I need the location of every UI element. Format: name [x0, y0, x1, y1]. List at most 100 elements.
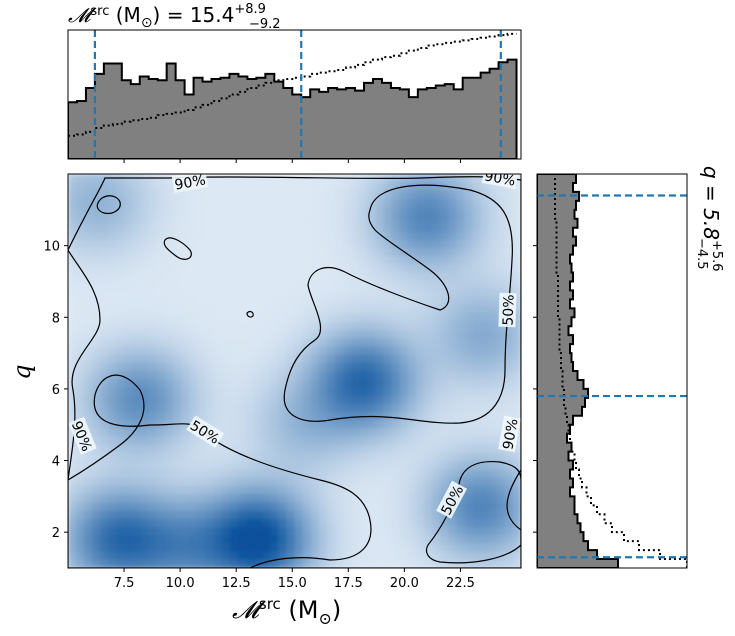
- heatmap-cell: [383, 559, 393, 568]
- heatmap-cell: [262, 206, 271, 216]
- heatmap-cell: [334, 321, 344, 331]
- heatmap-cell: [440, 461, 449, 471]
- heatmap-cell: [189, 215, 199, 224]
- heatmap-cell: [213, 321, 223, 331]
- heatmap-cell: [399, 321, 409, 331]
- heatmap-cell: [391, 239, 401, 249]
- heatmap-cell: [229, 198, 239, 208]
- heatmap-cell: [432, 461, 441, 471]
- heatmap-cell: [116, 288, 126, 298]
- heatmap-cell: [367, 436, 376, 446]
- heatmap-cell: [270, 395, 279, 405]
- heatmap-cell: [383, 387, 393, 397]
- heatmap-cell: [92, 469, 101, 479]
- heatmap-cell: [326, 231, 336, 241]
- heatmap-cell: [351, 321, 360, 331]
- heatmap-cell: [237, 412, 247, 421]
- heatmap-cell: [254, 477, 263, 487]
- heatmap-cell: [92, 494, 101, 503]
- heatmap-cell: [391, 461, 401, 471]
- heatmap-cell: [221, 535, 231, 544]
- heatmap-cell: [165, 354, 174, 364]
- heatmap-cell: [512, 297, 521, 306]
- heatmap-cell: [488, 231, 498, 241]
- heatmap-cell: [391, 420, 401, 430]
- heatmap-cell: [464, 247, 474, 257]
- heatmap-cell: [245, 485, 255, 495]
- heatmap-cell: [343, 502, 352, 512]
- heatmap-cell: [351, 526, 360, 536]
- heatmap-cell: [480, 272, 490, 282]
- heatmap-cell: [197, 535, 207, 544]
- heatmap-cell: [100, 354, 110, 364]
- x-label-sun: ⊙: [319, 609, 332, 628]
- heatmap-cell: [399, 264, 409, 274]
- heatmap-cell: [294, 436, 304, 446]
- heatmap-cell: [278, 395, 288, 405]
- heatmap-cell: [334, 280, 344, 290]
- heatmap-cell: [92, 288, 101, 298]
- heatmap-cell: [512, 510, 521, 520]
- heatmap-cell: [472, 215, 482, 224]
- heatmap-cell: [456, 461, 465, 471]
- heatmap-cell: [213, 256, 223, 265]
- heatmap-cell: [310, 354, 320, 364]
- heatmap-cell: [92, 321, 101, 331]
- heatmap-cell: [359, 518, 368, 528]
- heatmap-cell: [148, 215, 158, 224]
- heatmap-cell: [254, 362, 263, 372]
- heatmap-cell: [205, 403, 215, 413]
- heatmap-cell: [213, 510, 223, 520]
- heatmap-cell: [496, 346, 506, 356]
- heatmap-cell: [262, 395, 271, 405]
- heatmap-cell: [278, 453, 288, 462]
- heatmap-cell: [334, 453, 344, 462]
- heatmap-cell: [262, 215, 271, 224]
- heatmap-cell: [116, 403, 126, 413]
- heatmap-cell: [448, 329, 457, 339]
- heatmap-cell: [197, 206, 207, 216]
- heatmap-cell: [318, 305, 328, 315]
- x-tick-label: 15.0: [278, 576, 307, 591]
- heatmap-cell: [108, 190, 118, 200]
- heatmap-cell: [254, 420, 263, 430]
- heatmap-cell: [124, 477, 134, 487]
- heatmap-cell: [512, 453, 521, 462]
- heatmap-cell: [84, 494, 93, 503]
- heatmap-cell: [92, 174, 101, 183]
- heatmap-cell: [181, 461, 190, 471]
- heatmap-cell: [448, 354, 457, 364]
- heatmap-cell: [278, 272, 288, 282]
- heatmap-cell: [140, 223, 150, 233]
- heatmap-cell: [132, 469, 142, 479]
- heatmap-cell: [254, 461, 263, 471]
- heatmap-cell: [270, 494, 279, 503]
- heatmap-cell: [132, 395, 142, 405]
- heatmap-cell: [278, 354, 288, 364]
- heatmap-cell: [440, 305, 449, 315]
- heatmap-cell: [343, 346, 352, 356]
- heatmap-cell: [310, 428, 320, 438]
- heatmap-cell: [302, 535, 312, 544]
- heatmap-cell: [213, 485, 223, 495]
- heatmap-cell: [440, 362, 449, 372]
- heatmap-cell: [512, 371, 521, 380]
- heatmap-cell: [173, 485, 182, 495]
- heatmap-cell: [496, 387, 506, 397]
- heatmap-cell: [237, 371, 247, 380]
- heatmap-cell: [156, 297, 166, 306]
- heatmap-cell: [488, 182, 498, 192]
- heatmap-cell: [318, 338, 328, 347]
- heatmap-cell: [334, 444, 344, 454]
- heatmap-cell: [343, 297, 352, 306]
- heatmap-cell: [197, 305, 207, 315]
- heatmap-cell: [496, 239, 506, 249]
- heatmap-cell: [108, 403, 118, 413]
- heatmap-cell: [245, 535, 255, 544]
- heatmap-cell: [464, 494, 474, 503]
- heatmap-cell: [504, 403, 514, 413]
- heatmap-cell: [294, 551, 304, 561]
- heatmap-cell: [432, 272, 441, 282]
- heatmap-cell: [205, 280, 215, 290]
- heatmap-cell: [294, 379, 304, 389]
